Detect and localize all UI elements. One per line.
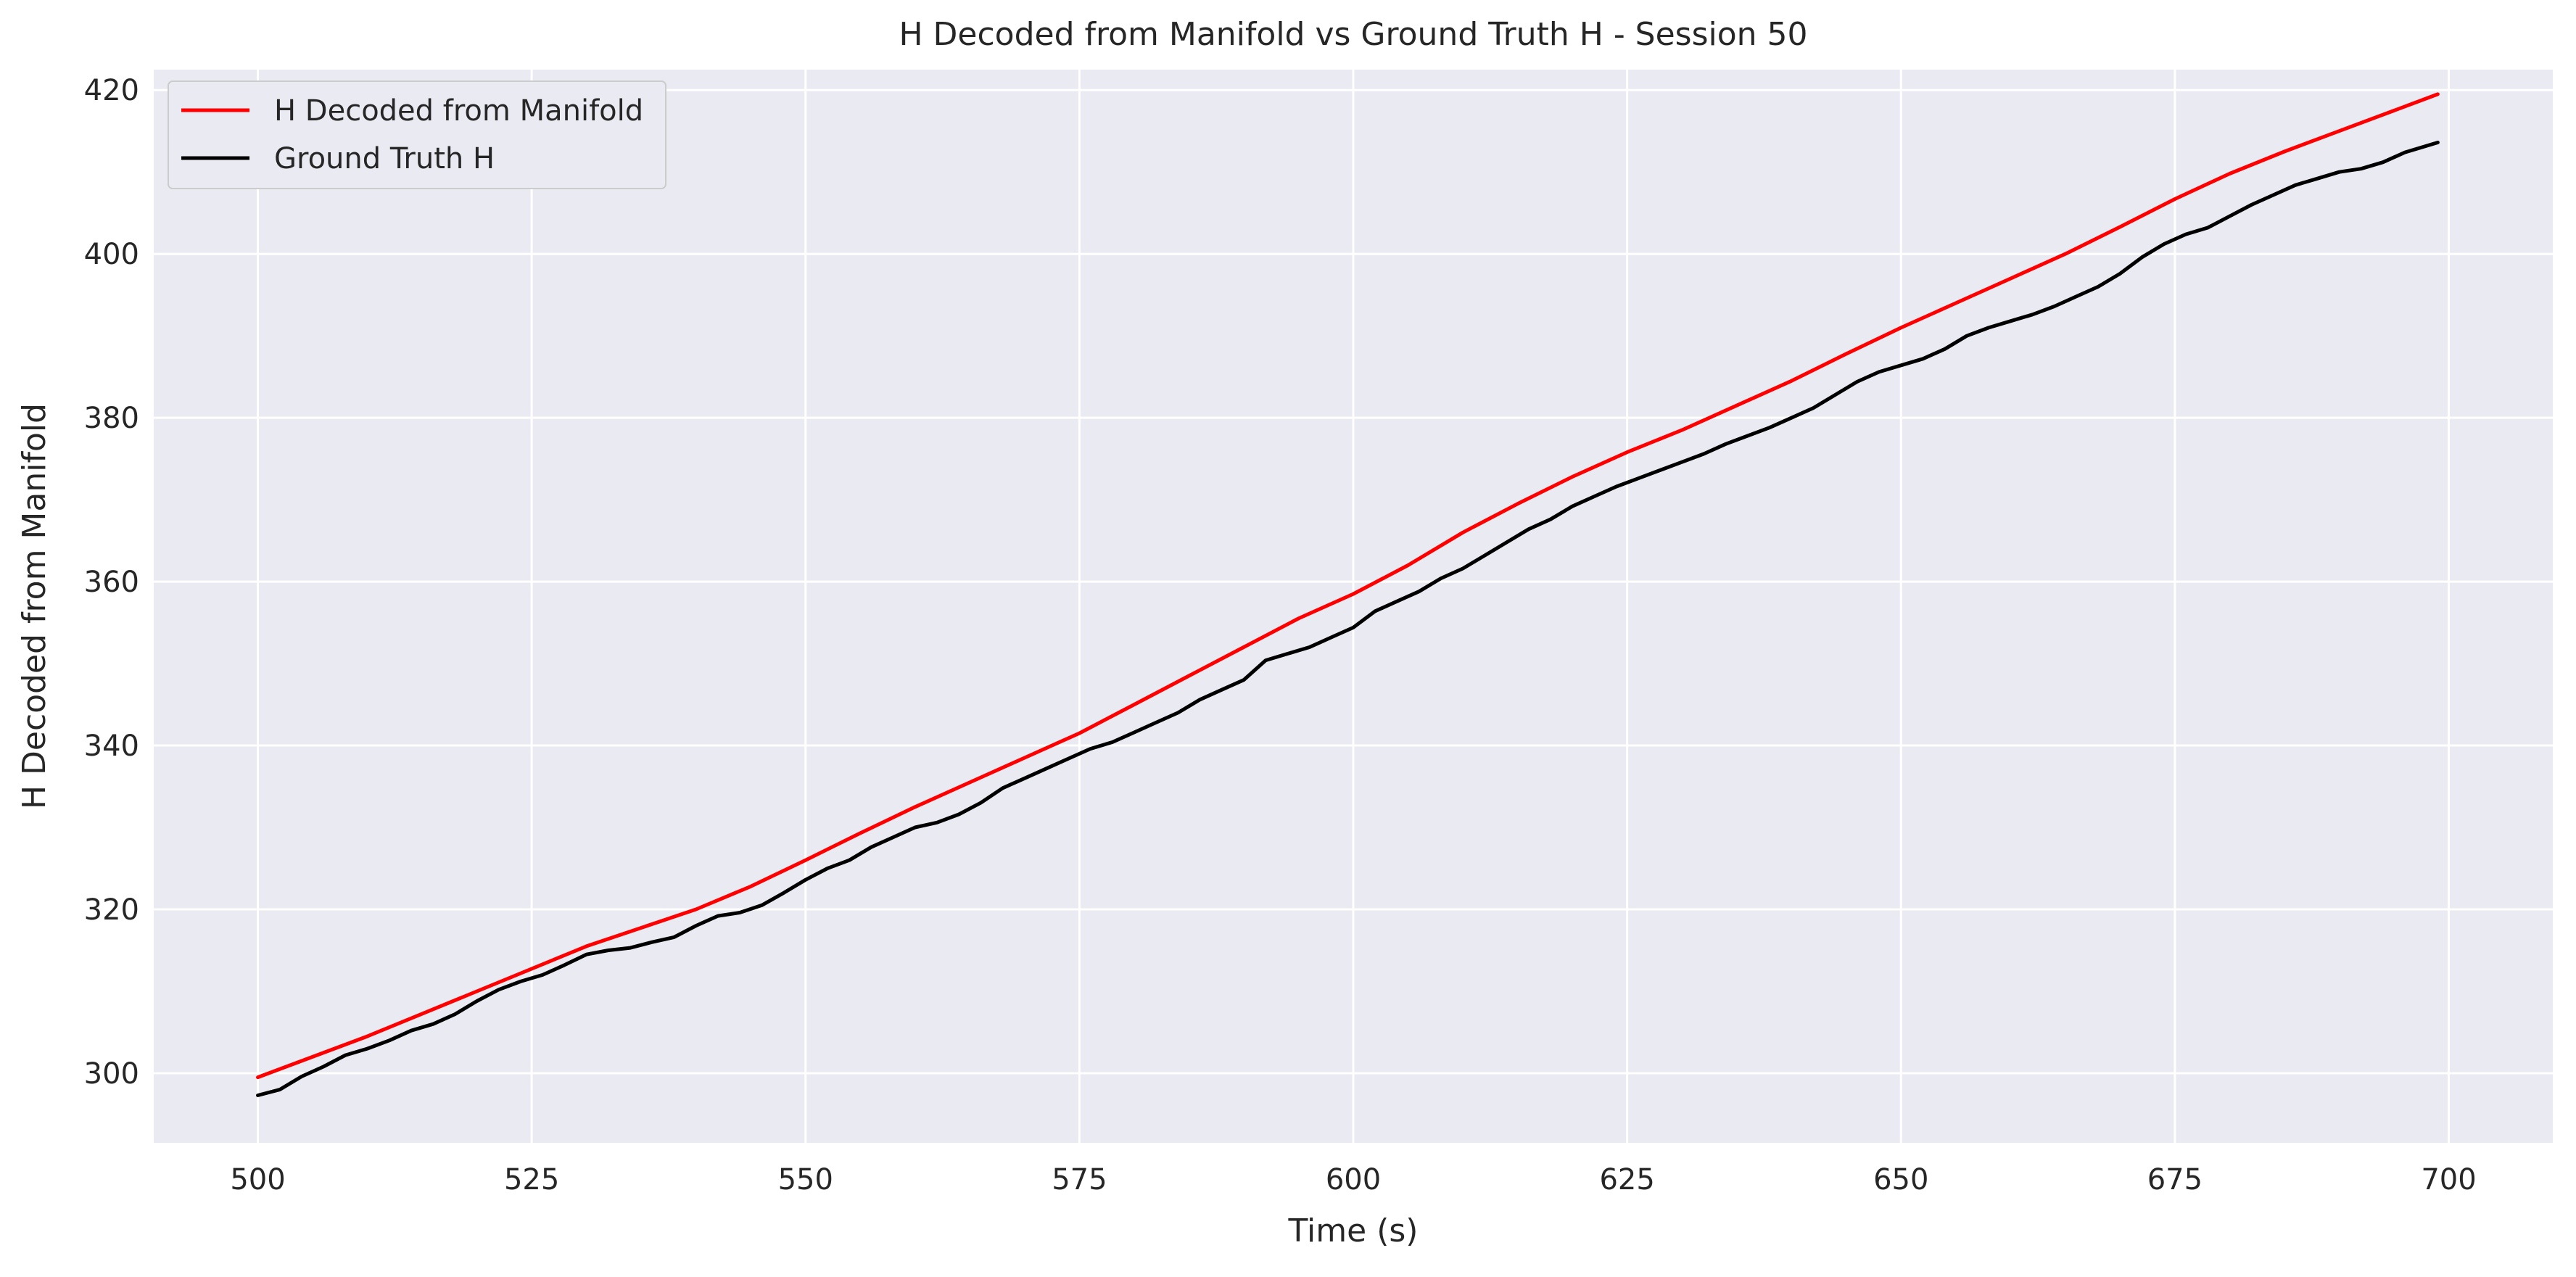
x-tick-label: 600 [1326, 1163, 1381, 1197]
x-tick-label: 500 [230, 1163, 285, 1197]
y-tick-label: 320 [84, 893, 139, 927]
y-tick-labels: 300 320 340 360 380 400 420 [84, 74, 139, 1091]
x-tick-label: 550 [778, 1163, 833, 1197]
x-tick-label: 525 [504, 1163, 559, 1197]
x-tick-label: 575 [1052, 1163, 1107, 1197]
y-tick-label: 300 [84, 1057, 139, 1091]
y-axis-label: H Decoded from Manifold [16, 403, 53, 809]
y-tick-label: 380 [84, 402, 139, 435]
x-tick-label: 700 [2421, 1163, 2476, 1197]
series-lines [256, 92, 2440, 1097]
grid [154, 70, 2553, 1143]
y-tick-label: 360 [84, 566, 139, 599]
x-axis-label: Time (s) [1288, 1212, 1419, 1249]
legend-label: Ground Truth H [274, 142, 495, 175]
x-tick-labels: 500 525 550 575 600 625 650 675 700 [230, 1163, 2476, 1197]
legend-label: H Decoded from Manifold [274, 94, 643, 128]
x-tick-label: 650 [1873, 1163, 1928, 1197]
series-line-1 [256, 92, 2440, 1080]
y-tick-label: 420 [84, 74, 139, 107]
legend-box [168, 80, 666, 189]
chart-title: H Decoded from Manifold vs Ground Truth … [899, 16, 1807, 53]
x-tick-label: 675 [2147, 1163, 2203, 1197]
legend: H Decoded from Manifold Ground Truth H [168, 80, 666, 189]
y-tick-label: 340 [84, 730, 139, 763]
y-tick-label: 400 [84, 238, 139, 271]
series-line-2 [256, 141, 2440, 1097]
x-tick-label: 625 [1599, 1163, 1654, 1197]
